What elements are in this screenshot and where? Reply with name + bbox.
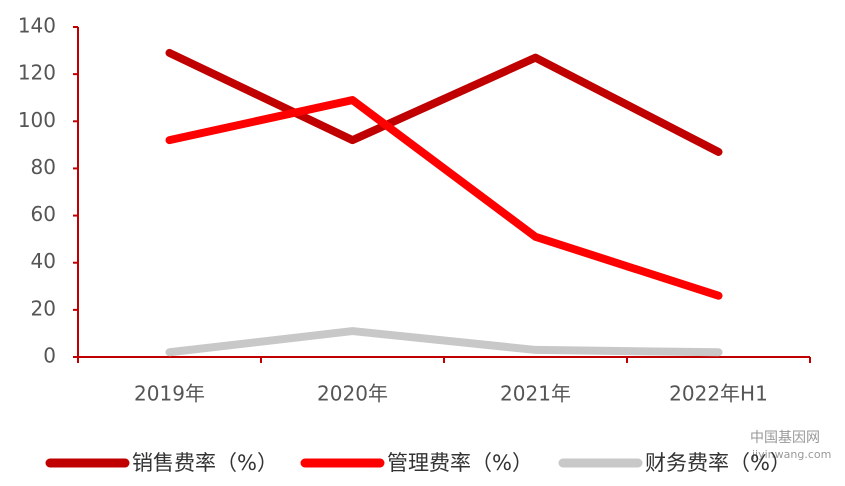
x-tick-label: 2019年 xyxy=(134,382,205,406)
y-tick-label: 120 xyxy=(18,61,56,85)
x-tick-label: 2021年 xyxy=(500,382,571,406)
series-line xyxy=(165,327,723,357)
y-tick-label: 40 xyxy=(31,249,56,273)
y-tick-label: 140 xyxy=(18,14,56,38)
y-tick-label: 60 xyxy=(31,202,56,226)
x-tick-label: 2022年H1 xyxy=(669,382,768,406)
series-line xyxy=(165,96,723,300)
y-tick-label: 20 xyxy=(31,296,56,320)
legend-label: 财务费率（%） xyxy=(645,451,791,475)
y-tick-label: 100 xyxy=(18,108,56,132)
watermark: jiyinwang.com xyxy=(751,448,831,461)
x-tick-label: 2020年 xyxy=(317,382,388,406)
legend-label: 管理费率（%） xyxy=(387,451,533,475)
y-tick-label: 0 xyxy=(43,344,56,368)
watermark: 中国基因网 xyxy=(750,429,820,446)
legend-label: 销售费率（%） xyxy=(132,451,278,475)
y-tick-label: 80 xyxy=(31,155,56,179)
series-line xyxy=(165,48,723,156)
